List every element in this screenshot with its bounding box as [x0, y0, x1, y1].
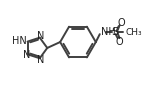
Text: O: O [116, 37, 123, 47]
Text: NH: NH [101, 27, 116, 37]
Text: HN: HN [12, 36, 27, 46]
Text: CH₃: CH₃ [126, 28, 142, 37]
Text: N: N [23, 50, 30, 60]
Text: O: O [118, 18, 125, 28]
Text: S: S [111, 27, 118, 37]
Text: N: N [37, 55, 44, 65]
Text: N: N [37, 31, 44, 41]
